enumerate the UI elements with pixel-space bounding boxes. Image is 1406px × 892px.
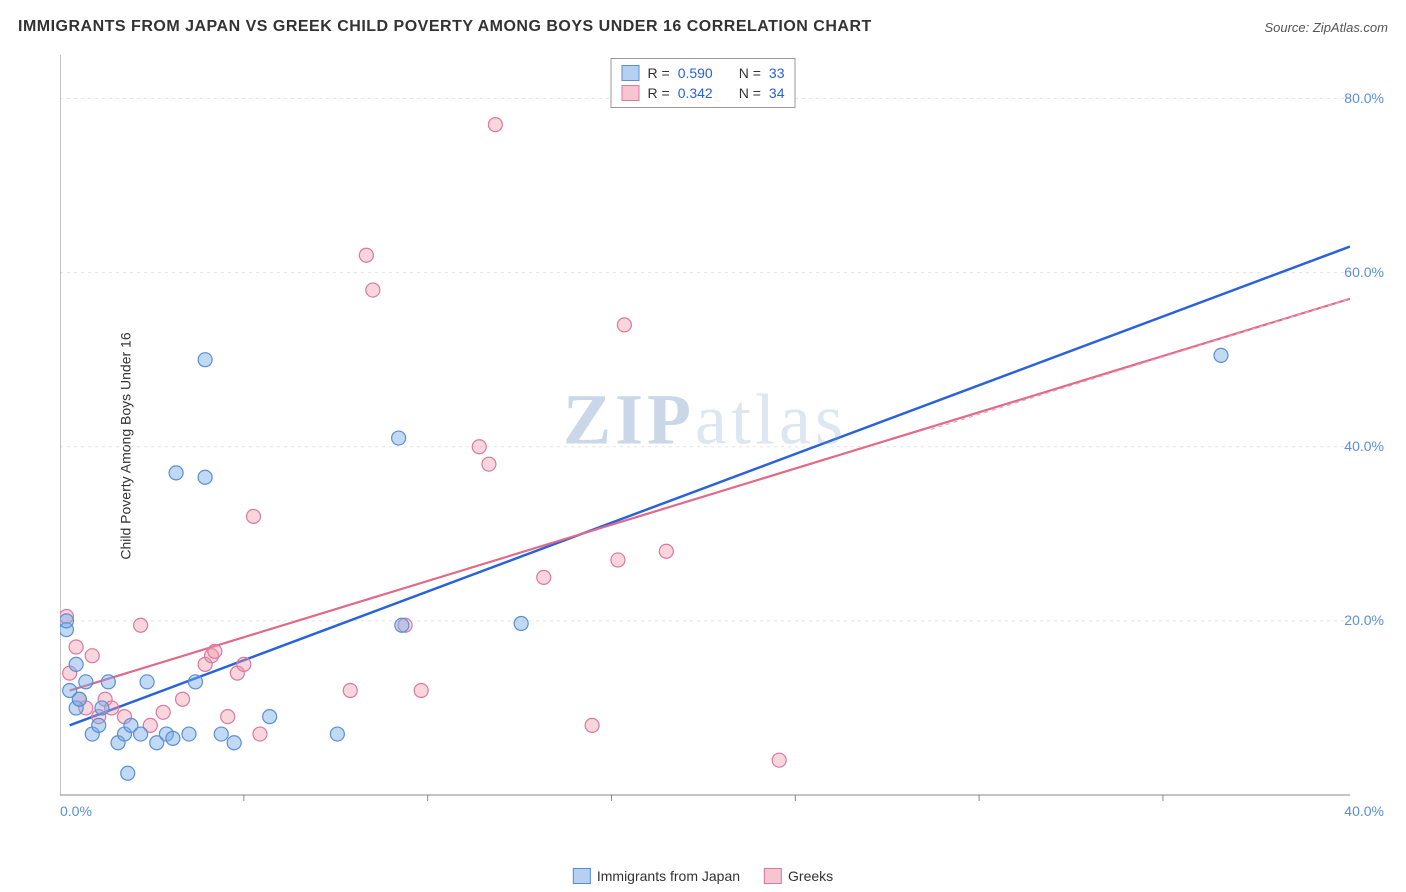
legend-label: Greeks bbox=[788, 868, 833, 884]
n-label: N = bbox=[739, 85, 761, 101]
stats-legend-row: R = 0.590 N = 33 bbox=[622, 63, 785, 83]
r-label: R = bbox=[648, 65, 670, 81]
n-value: 33 bbox=[769, 65, 785, 81]
chart-area: ZIPatlas bbox=[60, 55, 1350, 815]
legend-item-japan: Immigrants from Japan bbox=[573, 868, 740, 884]
stats-legend: R = 0.590 N = 33 R = 0.342 N = 34 bbox=[611, 58, 796, 108]
chart-header: IMMIGRANTS FROM JAPAN VS GREEK CHILD POV… bbox=[18, 18, 1388, 36]
x-tick-label: 0.0% bbox=[60, 803, 92, 819]
legend-label: Immigrants from Japan bbox=[597, 868, 740, 884]
y-tick-label: 80.0% bbox=[1344, 90, 1384, 106]
r-label: R = bbox=[648, 85, 670, 101]
y-tick-label: 20.0% bbox=[1344, 612, 1384, 628]
source-prefix: Source: bbox=[1264, 20, 1312, 35]
n-value: 34 bbox=[769, 85, 785, 101]
y-tick-label: 40.0% bbox=[1344, 438, 1384, 454]
r-value: 0.590 bbox=[678, 65, 713, 81]
chart-source: Source: ZipAtlas.com bbox=[1264, 20, 1388, 35]
legend-swatch bbox=[573, 868, 591, 884]
legend-swatch bbox=[622, 85, 640, 101]
source-name: ZipAtlas.com bbox=[1313, 20, 1388, 35]
chart-title: IMMIGRANTS FROM JAPAN VS GREEK CHILD POV… bbox=[18, 18, 872, 36]
y-tick-label: 60.0% bbox=[1344, 264, 1384, 280]
x-tick-label: 40.0% bbox=[1344, 803, 1384, 819]
legend-swatch bbox=[622, 65, 640, 81]
stats-legend-row: R = 0.342 N = 34 bbox=[622, 83, 785, 103]
n-label: N = bbox=[739, 65, 761, 81]
series-legend: Immigrants from Japan Greeks bbox=[573, 868, 833, 884]
scatter-plot bbox=[60, 55, 1350, 815]
legend-item-greeks: Greeks bbox=[764, 868, 833, 884]
legend-swatch bbox=[764, 868, 782, 884]
r-value: 0.342 bbox=[678, 85, 713, 101]
